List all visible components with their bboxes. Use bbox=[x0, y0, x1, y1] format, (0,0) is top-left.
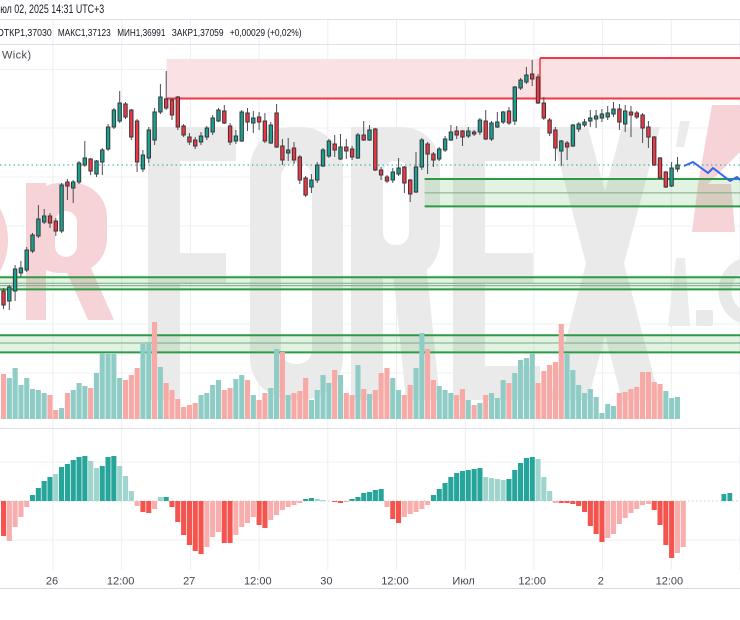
svg-text:ОТКР1,37030: ОТКР1,37030 bbox=[0, 28, 52, 39]
svg-text:12:00: 12:00 bbox=[518, 576, 546, 588]
svg-text:12:00: 12:00 bbox=[107, 576, 135, 588]
svg-text:ЗАКР1,37059: ЗАКР1,37059 bbox=[172, 28, 224, 39]
svg-text:МИН1,36991: МИН1,36991 bbox=[117, 28, 166, 39]
svg-text:26: 26 bbox=[46, 576, 58, 588]
svg-text:МАКС1,37123: МАКС1,37123 bbox=[58, 28, 111, 39]
svg-text:30: 30 bbox=[320, 576, 332, 588]
svg-text:(+0,02%): (+0,02%) bbox=[267, 28, 301, 39]
svg-text:Wick): Wick) bbox=[2, 50, 32, 62]
svg-text:12:00: 12:00 bbox=[381, 576, 409, 588]
svg-text:юл 02, 2025 14:31 UTC+3: юл 02, 2025 14:31 UTC+3 bbox=[0, 4, 104, 16]
svg-text:27: 27 bbox=[183, 576, 195, 588]
svg-text:2: 2 bbox=[598, 576, 604, 588]
svg-text:+0,00029: +0,00029 bbox=[230, 28, 266, 39]
svg-text:12:00: 12:00 bbox=[656, 576, 684, 588]
svg-text:Июл: Июл bbox=[452, 576, 474, 588]
svg-text:12:00: 12:00 bbox=[244, 576, 272, 588]
